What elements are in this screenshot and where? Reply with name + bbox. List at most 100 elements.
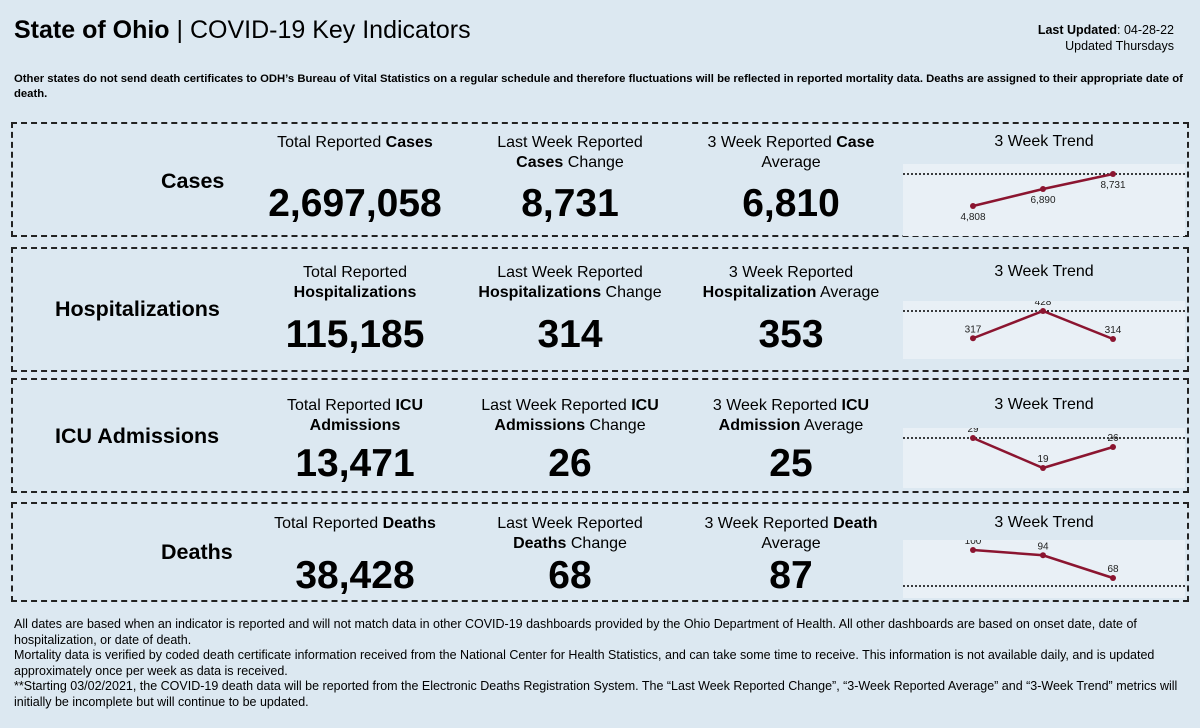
- metric-label-bold: Cases: [516, 154, 564, 171]
- metric-1: Total Reported Hospitalizations: [225, 263, 485, 303]
- metric-value: 26: [548, 442, 592, 485]
- last-updated: Last Updated: 04-28-22 Updated Thursdays: [1038, 22, 1174, 54]
- metric-3: 3 Week Reported Death Average: [661, 514, 921, 554]
- trend-point-label: 6,890: [1030, 195, 1055, 206]
- mortality-note: Other states do not send death certifica…: [14, 73, 1183, 100]
- metric-label-line2: Admissions Change: [440, 416, 700, 436]
- metric-3: 3 Week Reported Hospitalization Average: [661, 263, 921, 303]
- metric-label-line2: Average: [661, 153, 921, 173]
- metric-1: Total Reported Cases: [225, 133, 485, 153]
- page-title: State of Ohio | COVID-19 Key Indicators: [14, 16, 471, 45]
- metric-value: 87: [769, 554, 813, 597]
- metric-label-bold: Admissions: [494, 417, 586, 434]
- last-updated-line: Last Updated: 04-28-22: [1038, 22, 1174, 38]
- panel-label: Hospitalizations: [55, 297, 220, 321]
- trend-point: [1040, 186, 1046, 193]
- trend-point: [1040, 552, 1046, 559]
- metric-label-line1: Total Reported Deaths: [225, 514, 485, 534]
- metric-label-text: Total Reported: [277, 134, 386, 151]
- metric-label-line2: Average: [661, 534, 921, 554]
- trend-point: [970, 547, 976, 553]
- metric-label-text: Total Reported: [274, 515, 383, 532]
- trend-point: [970, 435, 976, 441]
- footer-note-1: All dates are based when an indicator is…: [14, 617, 1137, 647]
- metric-label-line2: Deaths Change: [440, 534, 700, 554]
- trend-background: [903, 164, 1185, 236]
- panel-label: ICU Admissions: [55, 424, 220, 448]
- trend-point: [1110, 171, 1116, 177]
- metric-label-bold: Hospitalizations: [478, 284, 602, 301]
- metric-label-bold: Deaths: [513, 535, 567, 552]
- trend-title: 3 Week Trend: [994, 514, 1094, 531]
- metric-label-line2: Admission Average: [661, 416, 921, 436]
- metric-label-text: Total Reported: [302, 264, 408, 281]
- metric-value: 25: [769, 442, 813, 485]
- metric-label-bold: ICU: [841, 397, 870, 414]
- trend-title: 3 Week Trend: [994, 263, 1094, 280]
- metric-label-text: Change: [601, 284, 662, 301]
- metric-label-text: Total Reported: [286, 397, 396, 414]
- metric-label-text: Average: [816, 284, 880, 301]
- metric-1: Total Reported ICU Admissions: [225, 396, 485, 436]
- trend-point: [970, 335, 976, 342]
- metric-label-bold: Deaths: [382, 515, 436, 532]
- metric-label-line1: 3 Week Reported Death: [661, 514, 921, 534]
- metric-value: 13,471: [295, 442, 415, 485]
- metric-label-text: 3 Week Reported: [704, 515, 834, 532]
- last-updated-label: Last Updated: [1037, 23, 1118, 37]
- title-state: State of Ohio: [14, 16, 170, 44]
- metric-2: Last Week Reported Cases Change: [440, 133, 700, 173]
- metric-value: 115,185: [285, 313, 425, 356]
- metric-value: 2,697,058: [268, 182, 442, 225]
- metric-2: Last Week Reported ICU Admissions Change: [440, 396, 700, 436]
- metric-label-line1: Last Week Reported ICU: [440, 396, 700, 416]
- metric-value: 68: [548, 554, 592, 597]
- trend-chart: 4,808 6,890 8,731: [903, 164, 1185, 236]
- metric-2: Last Week Reported Hospitalizations Chang…: [440, 263, 700, 303]
- metric-label-text: Average: [761, 154, 821, 171]
- metric-label-line1: Last Week Reported: [440, 514, 700, 534]
- metric-label-bold: Hospitalizations: [293, 284, 417, 301]
- metric-value: 6,810: [742, 182, 840, 225]
- metric-label-text: Last Week Reported: [481, 397, 632, 414]
- footer-notes: All dates are based when an indicator is…: [14, 617, 1184, 710]
- metric-label-line2: Hospitalization Average: [661, 283, 921, 303]
- panel-label: Cases: [161, 169, 225, 193]
- trend-point: [1110, 444, 1116, 450]
- panel-label: Deaths: [161, 540, 233, 564]
- trend-point-label: 19: [1037, 454, 1049, 465]
- metric-label-bold: Admission: [718, 417, 801, 434]
- metric-label-line1: 3 Week Reported: [661, 263, 921, 283]
- trend-point: [1110, 336, 1116, 342]
- metric-label-bold: ICU: [395, 397, 424, 414]
- metric-label-text: Change: [563, 154, 624, 171]
- metric-label-bold: Hospitalization: [702, 284, 817, 301]
- trend-point-label: 314: [1105, 325, 1122, 336]
- metric-3: 3 Week Reported Case Average: [661, 133, 921, 173]
- metric-label-line2: Hospitalizations Change: [440, 283, 700, 303]
- trend-title: 3 Week Trend: [994, 396, 1094, 413]
- panel-hospitalizations: Hospitalizations Total Reported Hospitaliz…: [11, 247, 1189, 372]
- metric-label-line1: 3 Week Reported Case: [661, 133, 921, 153]
- metric-label-line1: Total Reported ICU: [225, 396, 485, 416]
- metric-label-line1: 3 Week Reported ICU: [661, 396, 921, 416]
- trend-point: [970, 203, 976, 209]
- metric-label-line1: Last Week Reported: [440, 263, 700, 283]
- last-updated-value: : 04-28-22: [1117, 23, 1174, 37]
- footer-note-3: **Starting 03/02/2021, the COVID-19 deat…: [14, 679, 1178, 709]
- metric-label-line1: Total Reported Cases: [225, 133, 485, 153]
- update-schedule: Updated Thursdays: [1065, 39, 1174, 53]
- title-separator: |: [169, 16, 190, 44]
- metric-label-text: Last Week Reported: [497, 134, 643, 151]
- trend-point: [1110, 575, 1116, 581]
- metric-label-text: Change: [566, 535, 627, 552]
- trend-chart: 29 19 26: [903, 428, 1185, 488]
- metric-value: 38,428: [295, 554, 415, 597]
- trend-title: 3 Week Trend: [994, 133, 1094, 150]
- metric-label-line2: Admissions: [225, 416, 485, 436]
- metric-3: 3 Week Reported ICU Admission Average: [661, 396, 921, 436]
- metric-value: 8,731: [521, 182, 619, 225]
- panel-cases: Cases Total Reported Cases 2,697,058 Last W…: [11, 122, 1189, 237]
- metric-label-text: Last Week Reported: [497, 264, 643, 281]
- footer-note-2: Mortality data is verified by coded deat…: [14, 648, 1155, 678]
